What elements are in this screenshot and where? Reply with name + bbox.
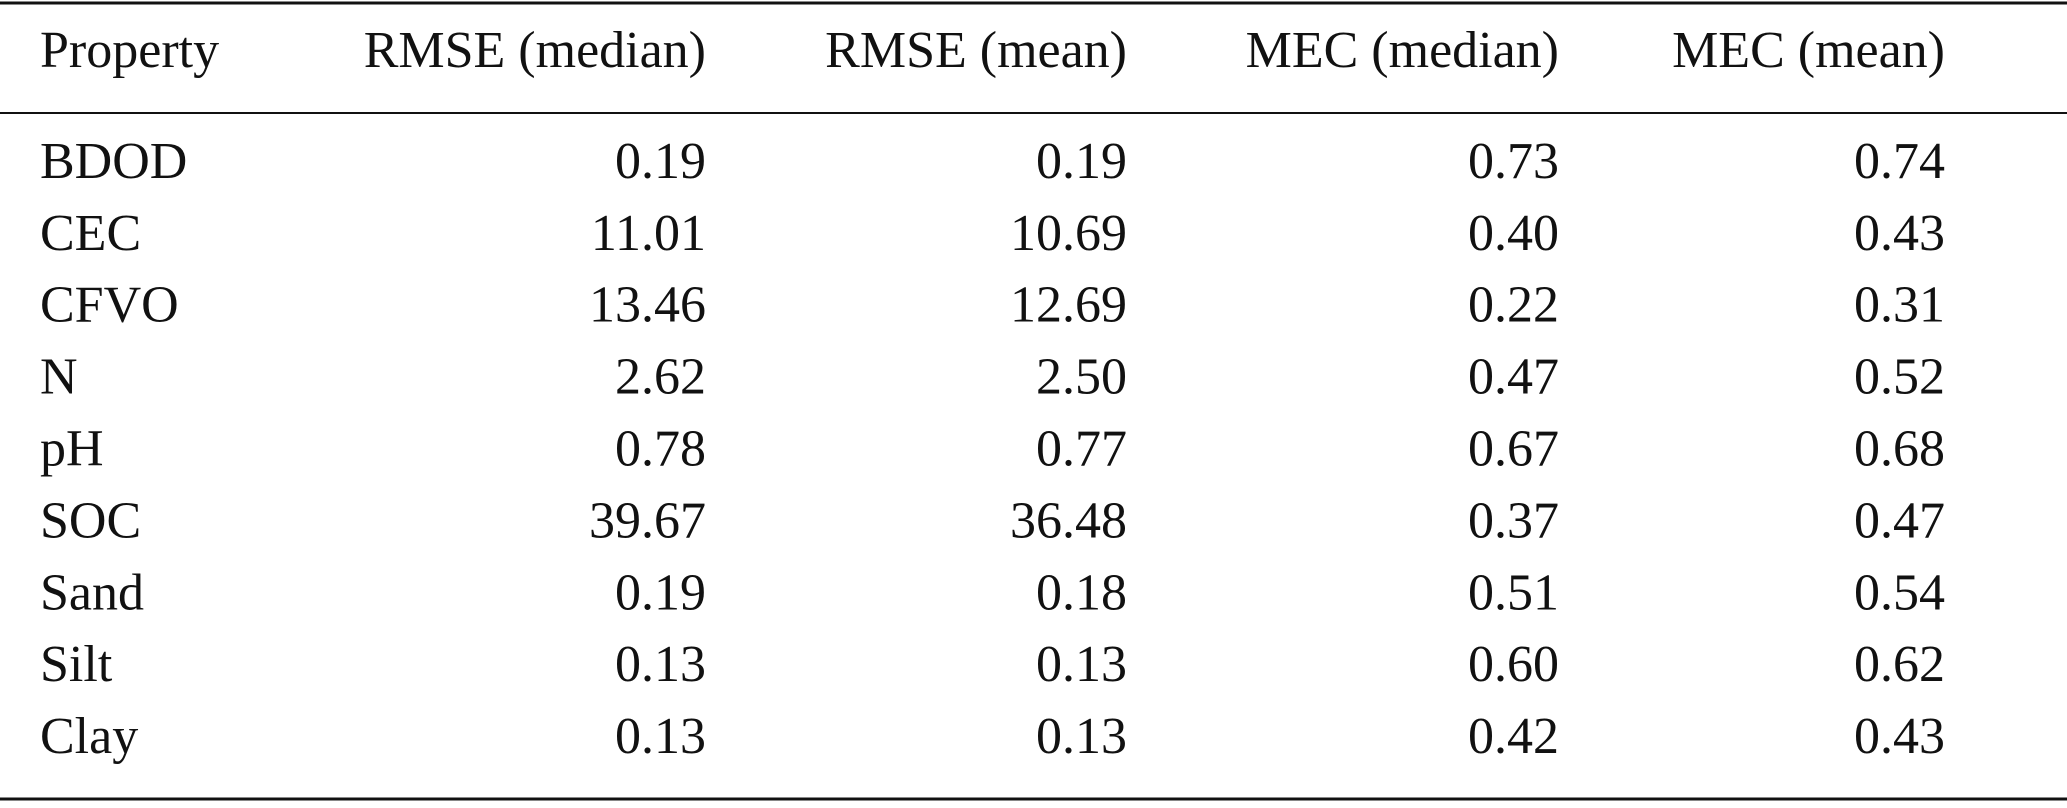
cell: 39.67 (589, 492, 706, 549)
cell: 0.73 (1468, 133, 1559, 190)
cell: 11.01 (591, 205, 706, 262)
cell: 0.60 (1468, 636, 1559, 693)
cell: 2.62 (615, 349, 706, 406)
cell: 12.69 (1010, 277, 1127, 334)
cell: 0.19 (615, 133, 706, 190)
cell: 0.40 (1468, 205, 1559, 262)
cell: 0.78 (615, 421, 706, 478)
cell: 0.68 (1854, 421, 1945, 478)
header-cell: MEC (mean) (1672, 22, 1945, 79)
cell: 0.37 (1468, 492, 1559, 549)
cell: 0.54 (1854, 564, 1945, 621)
cell: 0.77 (1036, 421, 1127, 478)
cell: 36.48 (1010, 492, 1127, 549)
header-cell: Property (40, 22, 219, 79)
cell: 0.52 (1854, 349, 1945, 406)
row-label: CFVO (40, 277, 179, 334)
cell: 0.13 (1036, 636, 1127, 693)
cell: 0.51 (1468, 564, 1559, 621)
cell: 2.50 (1036, 349, 1127, 406)
row-label: Silt (40, 636, 113, 693)
row-label: BDOD (40, 133, 187, 190)
row-label: CEC (40, 205, 141, 262)
row-label: Sand (40, 564, 144, 621)
cell: 10.69 (1010, 205, 1127, 262)
cell: 0.67 (1468, 421, 1559, 478)
cell: 0.18 (1036, 564, 1127, 621)
header-cell: MEC (median) (1246, 22, 1559, 79)
cell: 0.47 (1468, 349, 1559, 406)
cell: 0.43 (1854, 205, 1945, 262)
cell: 0.19 (615, 564, 706, 621)
row-label: pH (40, 421, 104, 478)
cell: 0.22 (1468, 277, 1559, 334)
cell: 0.13 (615, 708, 706, 765)
cell: 0.43 (1854, 708, 1945, 765)
header-cell: RMSE (mean) (825, 22, 1127, 79)
cell: 0.47 (1854, 492, 1945, 549)
cell: 13.46 (589, 277, 706, 334)
cell: 0.74 (1854, 133, 1945, 190)
cell: 0.62 (1854, 636, 1945, 693)
cell: 0.19 (1036, 133, 1127, 190)
cell: 0.13 (615, 636, 706, 693)
cell: 0.31 (1854, 277, 1945, 334)
cell: 0.13 (1036, 708, 1127, 765)
row-label: N (40, 349, 78, 406)
row-label: Clay (40, 708, 138, 765)
cell: 0.42 (1468, 708, 1559, 765)
row-label: SOC (40, 492, 141, 549)
header-cell: RMSE (median) (364, 22, 706, 79)
